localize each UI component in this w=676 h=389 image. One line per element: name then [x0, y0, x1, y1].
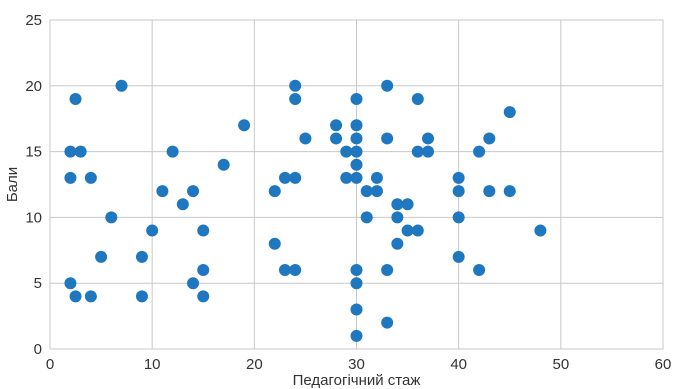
data-point [422, 132, 435, 145]
y-tick-label: 15 [25, 144, 42, 161]
x-tick-label: 10 [144, 356, 161, 373]
data-point [176, 198, 189, 211]
data-point [411, 224, 424, 237]
y-axis-title: Бали [4, 167, 21, 202]
data-point [64, 145, 77, 158]
data-point [95, 250, 108, 263]
data-point [74, 145, 87, 158]
data-point [289, 92, 302, 105]
data-point [64, 277, 77, 290]
data-point [289, 264, 302, 277]
data-point [350, 132, 363, 145]
data-point [381, 132, 394, 145]
data-point [105, 211, 118, 224]
data-point [278, 171, 291, 184]
data-point [268, 237, 281, 250]
data-point [370, 185, 383, 198]
data-point [370, 171, 383, 184]
data-point [197, 224, 210, 237]
data-point [350, 277, 363, 290]
data-point [381, 79, 394, 92]
data-point [135, 290, 148, 303]
data-point [217, 158, 230, 171]
data-point [330, 119, 343, 132]
data-point [534, 224, 547, 237]
data-point [340, 145, 353, 158]
tick-labels: 0 10 20 30 40 50 60 0 5 10 15 20 25 [25, 12, 671, 373]
data-point [278, 264, 291, 277]
data-points [64, 79, 547, 342]
data-point [483, 185, 496, 198]
data-point [391, 237, 404, 250]
x-tick-label: 20 [246, 356, 263, 373]
data-point [146, 224, 159, 237]
x-tick-label: 0 [46, 356, 54, 373]
data-point [411, 145, 424, 158]
data-point [452, 185, 465, 198]
data-point [187, 277, 200, 290]
data-point [473, 145, 486, 158]
data-point [166, 145, 179, 158]
data-point [452, 211, 465, 224]
data-point [401, 224, 414, 237]
data-point [503, 106, 516, 119]
data-point [350, 264, 363, 277]
data-point [64, 171, 77, 184]
data-point [483, 132, 496, 145]
x-tick-label: 40 [450, 356, 467, 373]
data-point [452, 250, 465, 263]
data-point [238, 119, 251, 132]
data-point [381, 264, 394, 277]
data-point [503, 185, 516, 198]
data-point [473, 264, 486, 277]
data-point [187, 185, 200, 198]
data-point [350, 158, 363, 171]
data-point [350, 329, 363, 342]
data-point [411, 92, 424, 105]
data-point [452, 171, 465, 184]
data-point [289, 79, 302, 92]
y-tick-label: 5 [34, 275, 42, 292]
data-point [350, 171, 363, 184]
data-point [350, 92, 363, 105]
data-point [299, 132, 312, 145]
data-point [289, 171, 302, 184]
data-point [350, 303, 363, 316]
data-point [381, 316, 394, 329]
data-point [360, 185, 373, 198]
y-tick-label: 25 [25, 12, 42, 29]
data-point [156, 185, 169, 198]
x-axis-title: Педагогічний стаж [293, 372, 421, 389]
y-tick-label: 0 [34, 341, 42, 358]
y-tick-label: 20 [25, 78, 42, 95]
data-point [69, 92, 82, 105]
data-point [115, 79, 128, 92]
data-point [197, 290, 210, 303]
data-point [360, 211, 373, 224]
x-tick-label: 30 [348, 356, 365, 373]
data-point [84, 171, 97, 184]
data-point [401, 198, 414, 211]
data-point [69, 290, 82, 303]
data-point [340, 171, 353, 184]
data-point [391, 198, 404, 211]
x-tick-label: 60 [655, 356, 672, 373]
data-point [197, 264, 210, 277]
x-tick-label: 50 [552, 356, 569, 373]
data-point [391, 211, 404, 224]
data-point [268, 185, 281, 198]
plot-area-frame [49, 19, 664, 350]
data-point [135, 250, 148, 263]
data-point [330, 132, 343, 145]
y-tick-label: 10 [25, 209, 42, 226]
data-point [422, 145, 435, 158]
data-point [350, 119, 363, 132]
data-point [84, 290, 97, 303]
data-point [350, 145, 363, 158]
